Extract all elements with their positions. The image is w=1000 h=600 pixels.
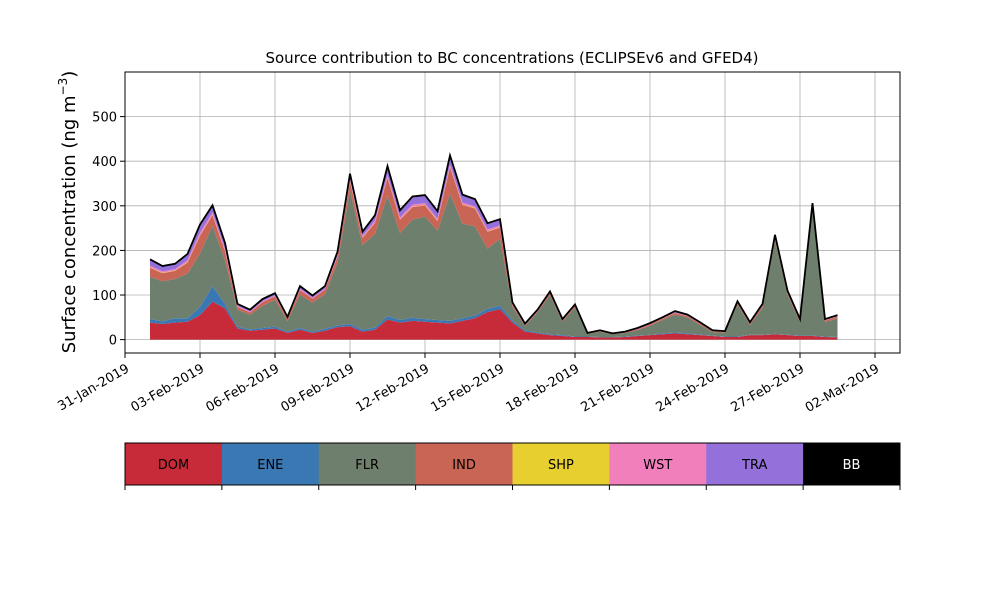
legend-swatch-flr [318,443,417,485]
legend-swatch-wst [609,443,707,485]
legend-swatch-dom [125,443,223,485]
y-axis-label-close: ) [59,71,80,78]
area-wst [150,164,838,334]
legend-swatch-ene [221,443,320,485]
area-ind [150,167,838,335]
total-line [149,151,838,335]
legend-swatch-ind [415,443,513,485]
y-tick-label: 300 [92,200,117,215]
axes-frame [124,71,901,354]
y-tick-label: 100 [92,289,117,304]
area-flr [150,190,838,337]
legend-label-shp: SHP [548,458,574,473]
grid-lines [124,72,900,353]
legend-label-tra: TRA [741,458,767,473]
legend-label-bb: BB [843,458,861,473]
legend-swatch-bb [803,443,901,485]
legend-label-ind: IND [452,458,476,473]
legend-swatch-tra [706,443,804,485]
legend-colorbar: DOM ENE FLR IND SHP WST TRA BB [124,442,901,490]
legend-label-ene: ENE [257,458,283,473]
y-axis-label: Surface concentration (ng m−3) [56,71,80,354]
legend-label-wst: WST [643,458,672,473]
y-axis-label-text: Surface concentration (ng m [59,95,80,353]
chart-title: Source contribution to BC concentrations… [265,49,758,67]
y-axis: 0 100 200 300 400 500 [92,111,125,349]
plot-frame [124,71,901,354]
legend-label-flr: FLR [355,458,379,473]
y-tick-label: 500 [92,111,117,126]
y-tick-label: 200 [92,244,117,259]
area-dom [150,301,838,340]
y-axis-label-exponent: −3 [56,78,70,96]
y-tick-label: 400 [92,155,117,170]
stacked-areas [149,151,838,340]
legend-swatch-shp [512,443,610,485]
legend-label-dom: DOM [158,458,189,473]
y-tick-label: 0 [109,334,117,349]
